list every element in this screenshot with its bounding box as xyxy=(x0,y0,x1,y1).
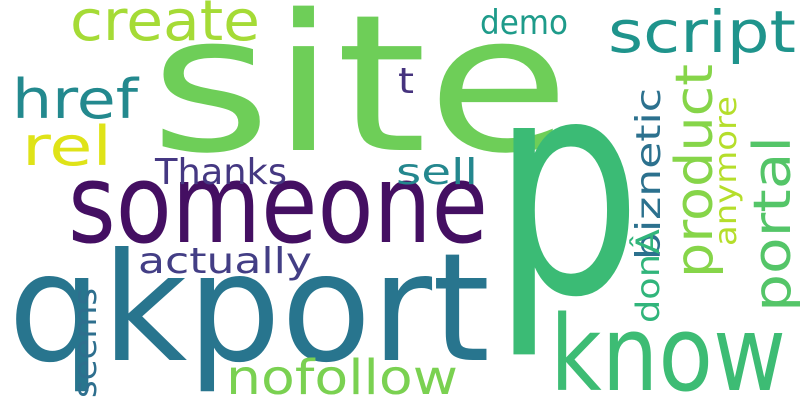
word-anymore: anymore xyxy=(709,96,744,246)
word-nofollow: nofollow xyxy=(226,350,458,400)
word-rel: rel xyxy=(22,115,112,178)
word-create: create xyxy=(70,0,260,54)
word-biznetic: biznetic xyxy=(629,88,669,260)
word-seems: seems xyxy=(66,288,104,398)
word-qkport: qkport xyxy=(8,222,490,396)
word-product: product xyxy=(665,64,725,278)
word-script: script xyxy=(608,0,796,66)
word-portal: portal xyxy=(743,136,800,312)
word-actually: actually xyxy=(138,241,312,282)
word-don: donÂ xyxy=(629,229,667,323)
word-someone: someone xyxy=(68,140,488,268)
word-sell: sell xyxy=(396,152,478,193)
word-p: p xyxy=(492,14,642,363)
word-thanks: Thanks xyxy=(154,152,287,193)
word-demo: demo xyxy=(480,3,568,43)
word-t: t xyxy=(398,61,414,102)
word-know: know xyxy=(550,293,786,400)
word-href: href xyxy=(12,68,140,131)
word-site: site xyxy=(150,0,570,195)
